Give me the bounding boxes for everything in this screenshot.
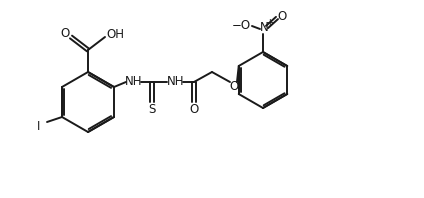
Text: N: N: [259, 21, 268, 33]
Text: −O: −O: [232, 18, 251, 31]
Text: OH: OH: [106, 28, 124, 41]
Text: +: +: [266, 18, 274, 28]
Text: O: O: [60, 27, 70, 39]
Text: I: I: [37, 120, 41, 132]
Text: NH: NH: [125, 74, 143, 88]
Text: S: S: [148, 103, 156, 115]
Text: O: O: [190, 103, 198, 115]
Text: NH: NH: [167, 74, 185, 88]
Text: O: O: [229, 80, 239, 92]
Text: O: O: [277, 10, 287, 23]
